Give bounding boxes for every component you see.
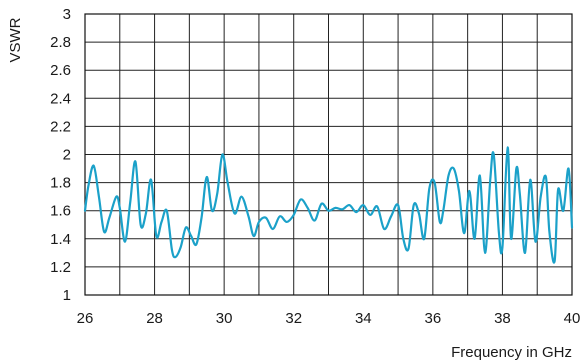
y-tick-label: 1.4 — [50, 231, 71, 248]
x-tick-label: 30 — [216, 310, 233, 327]
x-axis-label: Frequency in GHz — [451, 344, 572, 361]
x-tick-label: 32 — [285, 310, 302, 327]
x-tick-label: 28 — [146, 310, 163, 327]
y-tick-label: 2.8 — [50, 34, 71, 51]
y-tick-label: 2.2 — [50, 118, 71, 135]
x-tick-label: 34 — [355, 310, 372, 327]
x-tick-label: 40 — [564, 310, 581, 327]
y-axis-label: VSWR — [7, 17, 24, 62]
y-tick-label: 3 — [63, 6, 71, 23]
x-tick-label: 38 — [494, 310, 511, 327]
y-tick-label: 2.6 — [50, 62, 71, 79]
plot-border — [84, 13, 573, 296]
y-tick-label: 1.6 — [50, 203, 71, 220]
y-tick-label: 1.2 — [50, 259, 71, 276]
plot-frame — [84, 13, 573, 296]
y-tick-label: 2.4 — [50, 90, 71, 107]
y-tick-label: 2 — [63, 147, 71, 164]
grid — [84, 13, 573, 296]
x-tick-labels: 26 28 30 32 34 36 38 40 — [77, 310, 581, 327]
series-layer — [83, 146, 574, 264]
y-tick-labels: 1 1.2 1.4 1.6 1.8 2 2.2 2.4 2.6 2.8 3 — [50, 6, 71, 304]
vswr-series-line — [83, 146, 574, 264]
y-tick-label: 1.8 — [50, 175, 71, 192]
y-tick-label: 1 — [63, 287, 71, 304]
x-tick-label: 26 — [77, 310, 94, 327]
x-tick-label: 36 — [425, 310, 442, 327]
